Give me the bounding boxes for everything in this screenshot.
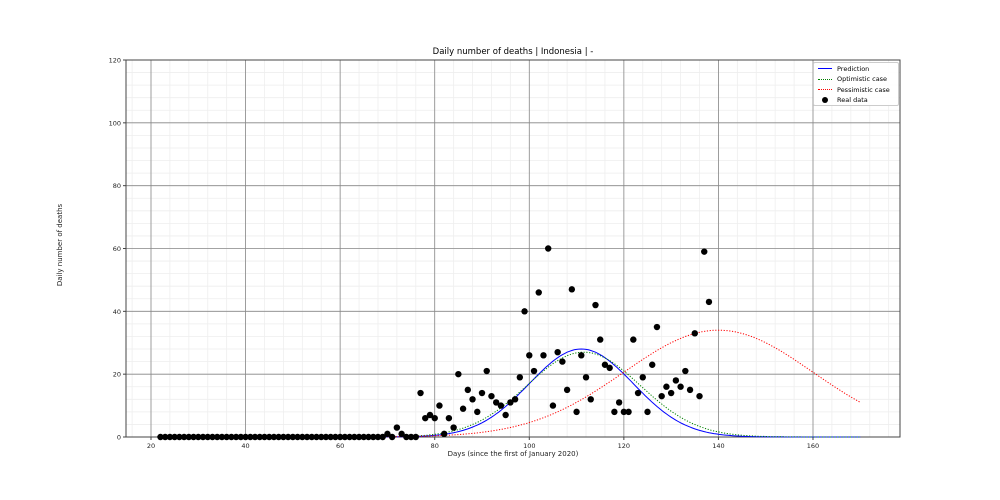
svg-text:100: 100 bbox=[523, 442, 535, 450]
svg-text:160: 160 bbox=[807, 442, 819, 450]
svg-text:80: 80 bbox=[113, 182, 121, 190]
y-axis-label: Daily number of deaths bbox=[56, 203, 64, 287]
major-grid bbox=[126, 59, 900, 438]
axis-ticks: 20 40 60 80 100 120 140 160 0 20 40 60 80 100 120 bbox=[109, 57, 820, 451]
svg-text:120: 120 bbox=[618, 442, 630, 450]
legend-label: Real data bbox=[837, 96, 868, 105]
legend-label: Prediction bbox=[837, 64, 870, 73]
svg-text:60: 60 bbox=[336, 442, 344, 450]
x-axis-label: Days (since the first of January 2020) bbox=[447, 450, 579, 458]
pessimistic-swatch-icon bbox=[818, 89, 832, 91]
svg-text:100: 100 bbox=[109, 119, 121, 127]
svg-text:20: 20 bbox=[147, 442, 155, 450]
chart-title: Daily number of deaths | Indonesia | - bbox=[432, 47, 594, 57]
real-data-marker-icon bbox=[822, 97, 828, 104]
svg-text:140: 140 bbox=[712, 442, 724, 450]
legend-item-real-data: Real data bbox=[818, 96, 898, 106]
svg-text:120: 120 bbox=[109, 57, 121, 65]
legend-item-optimistic: Optimistic case bbox=[818, 75, 898, 85]
legend-item-pessimistic: Pessimistic case bbox=[818, 85, 898, 95]
svg-text:20: 20 bbox=[113, 371, 121, 379]
real-data-points bbox=[157, 245, 713, 441]
svg-text:40: 40 bbox=[241, 442, 249, 450]
svg-text:80: 80 bbox=[431, 442, 439, 450]
legend-label: Pessimistic case bbox=[837, 85, 890, 94]
legend-item-prediction: Prediction bbox=[818, 64, 898, 74]
optimistic-swatch-icon bbox=[818, 78, 832, 80]
prediction-swatch-icon bbox=[818, 68, 832, 70]
svg-text:0: 0 bbox=[117, 434, 121, 442]
svg-text:60: 60 bbox=[113, 245, 121, 253]
legend-label: Optimistic case bbox=[837, 75, 888, 84]
svg-text:40: 40 bbox=[113, 308, 121, 316]
legend: Prediction Optimistic case Pessimistic c… bbox=[813, 62, 899, 106]
